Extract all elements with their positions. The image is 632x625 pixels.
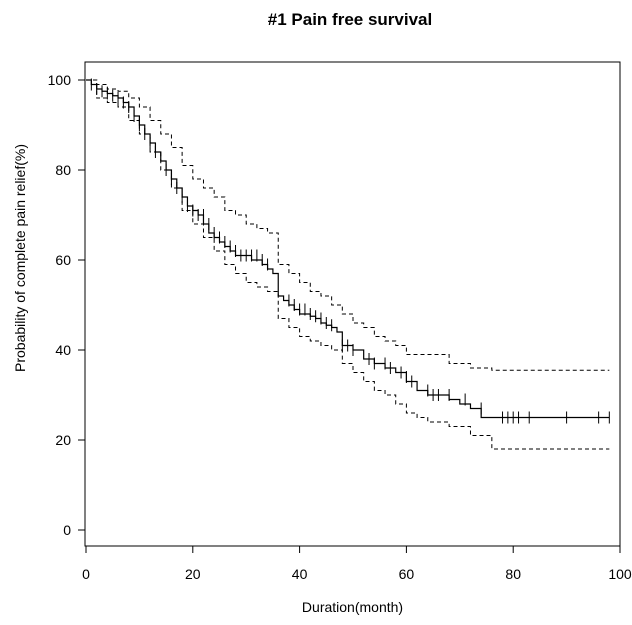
x-axis-label: Duration(month) bbox=[301, 599, 404, 615]
x-tick-label: 40 bbox=[292, 566, 308, 582]
y-tick-label: 40 bbox=[55, 342, 71, 358]
y-tick-label: 0 bbox=[63, 522, 71, 538]
upper-ci-curve bbox=[86, 79, 610, 371]
x-tick-label: 20 bbox=[185, 566, 201, 582]
chart-title: #1 Pain free survival bbox=[267, 10, 433, 29]
x-tick-label: 0 bbox=[82, 566, 90, 582]
lower-ci-curve bbox=[86, 79, 610, 450]
y-tick-label: 100 bbox=[48, 72, 72, 88]
x-tick-label: 100 bbox=[608, 566, 632, 582]
x-tick-label: 80 bbox=[505, 566, 521, 582]
x-tick-label: 60 bbox=[399, 566, 415, 582]
y-tick-label: 80 bbox=[55, 162, 71, 178]
y-tick-label: 60 bbox=[55, 252, 71, 268]
plot-frame bbox=[84, 61, 621, 547]
survival-curve bbox=[86, 79, 610, 419]
y-tick-label: 20 bbox=[55, 432, 71, 448]
